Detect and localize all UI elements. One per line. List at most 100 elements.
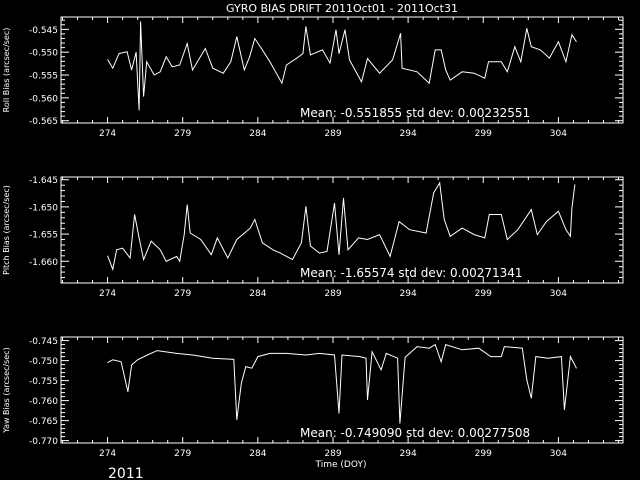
roll-data-point bbox=[379, 72, 380, 74]
pitch-data-point bbox=[379, 234, 380, 235]
yaw-x-tick-label: 284 bbox=[249, 449, 266, 459]
roll-data-point bbox=[361, 81, 362, 83]
roll-data-point bbox=[286, 64, 287, 66]
pitch-data-point bbox=[558, 210, 559, 212]
roll-x-tick-label: 279 bbox=[174, 129, 191, 139]
pitch-data-point bbox=[129, 257, 131, 259]
roll-data-point bbox=[558, 41, 559, 42]
yaw-data-point bbox=[341, 354, 343, 356]
pitch-data-point bbox=[517, 229, 519, 231]
roll-data-point bbox=[473, 72, 475, 74]
roll-data-point bbox=[118, 53, 120, 54]
pitch-data-point bbox=[116, 249, 117, 251]
roll-data-point bbox=[153, 74, 155, 76]
roll-data-point bbox=[222, 72, 224, 74]
pitch-data-point bbox=[473, 234, 475, 235]
pitch-data-point bbox=[439, 182, 440, 184]
roll-data-point bbox=[212, 67, 214, 69]
roll-data-point bbox=[440, 49, 442, 51]
yaw-y-tick-label: -0.760 bbox=[29, 397, 58, 407]
roll-data-point bbox=[146, 61, 147, 63]
pitch-data-point bbox=[461, 227, 463, 229]
pitch-stats-annotation: Mean: -1.65574 std dev: 0.00271341 bbox=[300, 266, 523, 280]
pitch-x-tick-label: 279 bbox=[174, 289, 191, 299]
chart-title: GYRO BIAS DRIFT 2011Oct01 - 2011Oct31 bbox=[226, 2, 458, 15]
pitch-y-tick-label: -1.645 bbox=[29, 176, 58, 186]
yaw-data-point bbox=[531, 397, 532, 399]
roll-data-point bbox=[335, 29, 337, 31]
roll-data-point bbox=[126, 51, 128, 53]
roll-data-point bbox=[526, 28, 528, 29]
yaw-data-point bbox=[570, 356, 571, 357]
yaw-y-tick-label: -0.750 bbox=[29, 357, 58, 367]
yaw-data-point bbox=[526, 379, 528, 381]
yaw-data-point bbox=[131, 364, 132, 366]
yaw-data-point bbox=[137, 359, 138, 361]
pitch-data-point bbox=[343, 197, 344, 199]
roll-data-point bbox=[416, 71, 418, 73]
pitch-data-point bbox=[574, 184, 576, 185]
pitch-data-point bbox=[189, 232, 191, 234]
pitch-data-point bbox=[531, 209, 532, 210]
roll-data-point bbox=[338, 53, 340, 54]
pitch-panel: 274 279 284 289 294 299 304 -1.645 -1.650 -1.655 -… bbox=[2, 176, 624, 299]
pitch-data-point bbox=[443, 219, 445, 220]
roll-data-point bbox=[531, 46, 532, 47]
roll-y-axis-label: Roll Bias (arcsec/sec) bbox=[2, 28, 11, 113]
roll-x-tick-label: 289 bbox=[324, 129, 341, 139]
roll-data-point bbox=[310, 54, 311, 56]
roll-data-point bbox=[322, 49, 323, 51]
roll-data-point bbox=[262, 49, 263, 51]
pitch-data-point bbox=[570, 235, 571, 237]
yaw-x-tick-label: 294 bbox=[400, 449, 417, 459]
pitch-data-point bbox=[159, 249, 161, 251]
pitch-y-tick-label: -1.650 bbox=[29, 203, 58, 213]
yaw-plot-frame bbox=[60, 336, 624, 444]
pitch-data-point bbox=[176, 256, 178, 257]
roll-data-point bbox=[540, 49, 541, 51]
yaw-y-tick-label: -0.765 bbox=[29, 417, 58, 427]
roll-data-point bbox=[400, 33, 401, 34]
yaw-data-point bbox=[233, 359, 235, 360]
roll-data-point bbox=[445, 69, 446, 71]
year-label: 2011 bbox=[108, 466, 144, 480]
roll-data-point bbox=[428, 82, 430, 84]
pitch-data-point bbox=[398, 221, 400, 222]
roll-data-point bbox=[506, 71, 508, 73]
yaw-data-point bbox=[127, 391, 129, 393]
pitch-data-point bbox=[537, 234, 538, 235]
pitch-data-point bbox=[305, 206, 307, 207]
yaw-x-tick-label: 289 bbox=[324, 449, 341, 459]
pitch-data-point bbox=[254, 219, 256, 220]
pitch-data-point bbox=[179, 260, 181, 262]
yaw-data-point bbox=[399, 423, 401, 424]
yaw-data-point bbox=[147, 354, 148, 356]
yaw-data-point bbox=[576, 367, 577, 369]
yaw-data-point bbox=[500, 356, 502, 357]
roll-data-point bbox=[112, 67, 114, 69]
pitch-data-point bbox=[150, 240, 152, 242]
roll-data-point bbox=[140, 21, 141, 22]
roll-data-point bbox=[434, 49, 436, 51]
roll-data-point bbox=[107, 59, 108, 60]
roll-data-point bbox=[367, 58, 368, 59]
yaw-data-point bbox=[371, 351, 373, 353]
pitch-data-point bbox=[216, 237, 218, 239]
roll-data-point bbox=[254, 38, 256, 39]
yaw-data-point bbox=[319, 353, 320, 354]
yaw-data-point bbox=[503, 346, 505, 347]
yaw-data-point bbox=[397, 357, 398, 359]
pitch-x-tick-label: 304 bbox=[550, 289, 567, 299]
yaw-x-tick-label: 279 bbox=[174, 449, 191, 459]
yaw-data-point bbox=[490, 356, 492, 357]
pitch-data-point bbox=[389, 256, 391, 257]
pitch-data-point bbox=[183, 234, 185, 235]
yaw-data-point bbox=[245, 366, 247, 367]
yaw-data-point bbox=[547, 357, 549, 359]
pitch-data-point bbox=[506, 239, 508, 240]
roll-data-point bbox=[244, 69, 245, 71]
yaw-data-point bbox=[359, 356, 361, 357]
yaw-data-point bbox=[257, 356, 259, 357]
pitch-data-point bbox=[488, 214, 490, 215]
pitch-data-point bbox=[122, 247, 123, 249]
